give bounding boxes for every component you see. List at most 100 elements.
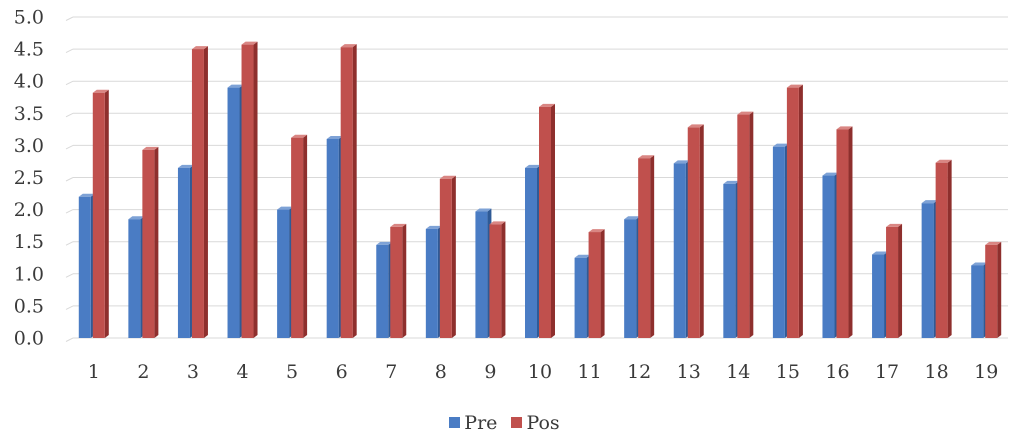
bar-top-pre [624, 216, 641, 220]
legend-label-pre: Pre [464, 412, 498, 434]
bar-top-pre [525, 164, 541, 168]
bar-side-pos [997, 241, 1002, 338]
x-tick-label: 3 [187, 361, 199, 383]
gridline-diagonal [65, 80, 74, 86]
bar-pos [390, 226, 403, 338]
bar-pos [439, 178, 452, 338]
bar-top-pre [872, 251, 889, 255]
bar-side-pos [104, 89, 109, 338]
bar-pre [425, 228, 438, 338]
bar-side-pos [848, 126, 853, 338]
x-tick-label: 11 [577, 361, 601, 383]
bar-top-pos [588, 229, 605, 233]
bar-top-pre [78, 193, 95, 197]
x-tick-label: 15 [776, 361, 800, 383]
bar-pos [836, 129, 849, 338]
bar-side-pos [253, 41, 258, 339]
x-tick-label: 1 [88, 361, 100, 383]
gridline-diagonal [65, 337, 74, 342]
gridline-diagonal [65, 112, 74, 118]
bar-top-pre [128, 216, 145, 220]
bar-pre [624, 219, 637, 338]
bar-pos [92, 92, 105, 338]
x-tick-label: 4 [236, 361, 248, 383]
x-tick-label: 19 [974, 361, 998, 383]
bar-top-pos [935, 159, 952, 163]
gridline-diagonal [65, 209, 74, 214]
y-tick-label: 1.0 [14, 263, 44, 285]
y-tick-label: 5.0 [14, 7, 44, 29]
bar-pos [786, 87, 799, 339]
bar-pre [128, 219, 141, 338]
bar-pre [921, 203, 934, 338]
x-tick-label: 18 [925, 361, 949, 383]
bar-pre [872, 254, 885, 338]
gridline-diagonal [65, 177, 74, 182]
bar-pre [772, 146, 785, 338]
x-tick-label: 13 [677, 361, 701, 383]
bar-top-pre [326, 135, 343, 139]
bar-side-pos [352, 44, 357, 338]
bar-pre [971, 265, 984, 338]
bar-side-pos [898, 223, 903, 338]
bar-pos [142, 149, 155, 338]
bar-side-pos [303, 134, 308, 338]
bar-top-pos [439, 175, 456, 179]
bar-pos [638, 158, 651, 338]
bar-pos [340, 47, 353, 338]
bar-top-pos [92, 89, 109, 93]
bar-side-pos [402, 223, 407, 338]
x-tick-label: 9 [484, 361, 496, 383]
bar-pos [191, 49, 204, 338]
y-tick-label: 4.0 [14, 71, 44, 93]
bar-top-pos [241, 41, 258, 45]
y-tick-label: 2.0 [14, 199, 44, 221]
bar-pre [277, 209, 290, 338]
y-tick-label: 0.5 [14, 295, 44, 317]
bar-top-pos [191, 46, 208, 50]
bar-top-pos [291, 134, 308, 138]
bar-side-pos [699, 124, 704, 338]
y-tick-label: 4.5 [14, 39, 44, 61]
bar-top-pre [673, 160, 690, 164]
gridline-diagonal [65, 241, 74, 246]
bar-pos [985, 244, 998, 338]
bar-pos [241, 44, 254, 339]
x-tick-label: 10 [528, 361, 552, 383]
bar-top-pre [574, 254, 591, 258]
bar-top-pos [539, 103, 555, 107]
bar-side-pos [650, 155, 655, 338]
legend-item-pos: Pos [511, 412, 560, 434]
bar-pre [376, 244, 389, 338]
bar-top-pre [822, 172, 839, 176]
x-tick-label: 5 [286, 361, 298, 383]
bar-side-pos [501, 221, 506, 338]
bar-side-pos [451, 175, 456, 338]
bar-side-pos [154, 146, 159, 338]
bar-pre [525, 167, 537, 338]
bar-top-pre [376, 241, 393, 245]
bar-pos [489, 224, 502, 338]
bar-top-pos [985, 241, 1002, 245]
y-tick-label: 3.0 [14, 135, 44, 157]
bar-pos [886, 226, 899, 338]
legend-swatch-pre [449, 417, 461, 428]
bar-pre [227, 87, 240, 339]
bar-chart: 0.00.51.01.52.02.53.03.54.04.55.01 2 3 4 5 6 7… [14, 7, 1008, 383]
bar-pre [574, 257, 587, 338]
bar-pre [326, 138, 339, 338]
y-tick-label: 3.5 [14, 103, 44, 125]
gridline-diagonal [65, 48, 74, 54]
bar-pos [539, 106, 551, 338]
bar-top-pos [340, 44, 357, 48]
gridline-diagonal [65, 144, 74, 150]
bar-top-pre [425, 225, 442, 229]
bar-side-pos [551, 103, 555, 338]
legend-label-pos: Pos [526, 412, 560, 434]
bar-top-pre [475, 208, 492, 212]
legend-item-pre: Pre [449, 412, 497, 434]
y-tick-label: 0.0 [14, 328, 44, 350]
x-tick-label: 17 [875, 361, 899, 383]
x-tick-label: 7 [385, 361, 397, 383]
